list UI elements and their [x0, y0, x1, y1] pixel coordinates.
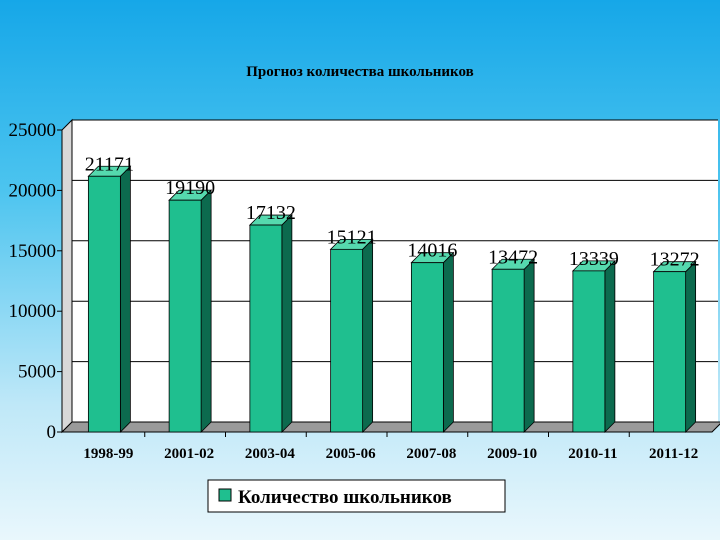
legend-box — [207, 479, 506, 513]
data-label: 13339 — [569, 248, 619, 270]
bar-side — [604, 259, 616, 433]
bar — [653, 271, 687, 433]
y-tick-label: 0 — [47, 422, 57, 443]
legend-label: Количество школьников — [238, 487, 452, 508]
data-label: 17132 — [246, 202, 296, 224]
x-tick-label: 2007-08 — [406, 446, 456, 462]
x-tick-label: 2005-06 — [326, 446, 376, 462]
bar — [87, 175, 121, 433]
y-tick-label: 15000 — [9, 241, 57, 262]
bar-side — [281, 214, 293, 433]
data-label: 19190 — [165, 177, 215, 199]
bar — [168, 199, 202, 433]
bar-side — [523, 258, 535, 433]
y-tick-label: 10000 — [9, 301, 57, 322]
data-label: 13472 — [488, 246, 538, 268]
data-label: 14016 — [407, 240, 457, 262]
legend: Количество школьников — [207, 479, 506, 513]
data-label: 15121 — [327, 226, 377, 248]
y-tick-label: 25000 — [9, 120, 57, 141]
bar-side — [442, 251, 454, 433]
x-tick-label: 2001-02 — [164, 446, 214, 462]
chart-floor — [60, 421, 720, 433]
bar — [491, 268, 525, 433]
bar-side — [685, 260, 697, 433]
bar-side — [200, 189, 212, 433]
bar-side — [119, 165, 131, 433]
chart-title: Прогноз количества школьников — [246, 64, 473, 80]
bar-side — [362, 238, 374, 433]
side-wall — [61, 118, 73, 434]
y-tick-label: 20000 — [9, 180, 57, 201]
x-tick-label: 2010-11 — [568, 446, 617, 462]
legend-swatch — [218, 488, 232, 502]
bar — [410, 262, 444, 433]
x-tick-label: 1998-99 — [83, 446, 133, 462]
data-label: 21171 — [85, 153, 134, 175]
x-tick-label: 2009-10 — [487, 446, 537, 462]
bar — [572, 270, 606, 433]
data-label: 13272 — [650, 249, 700, 271]
bar — [330, 248, 364, 433]
bar — [249, 224, 283, 433]
plot-area: 0 5000 10000 15000 20000 25000 21171 1998-99 191… — [9, 118, 720, 462]
x-tick-label: 2011-12 — [649, 446, 698, 462]
x-tick-label: 2003-04 — [245, 446, 295, 462]
y-tick-label: 5000 — [18, 362, 56, 383]
